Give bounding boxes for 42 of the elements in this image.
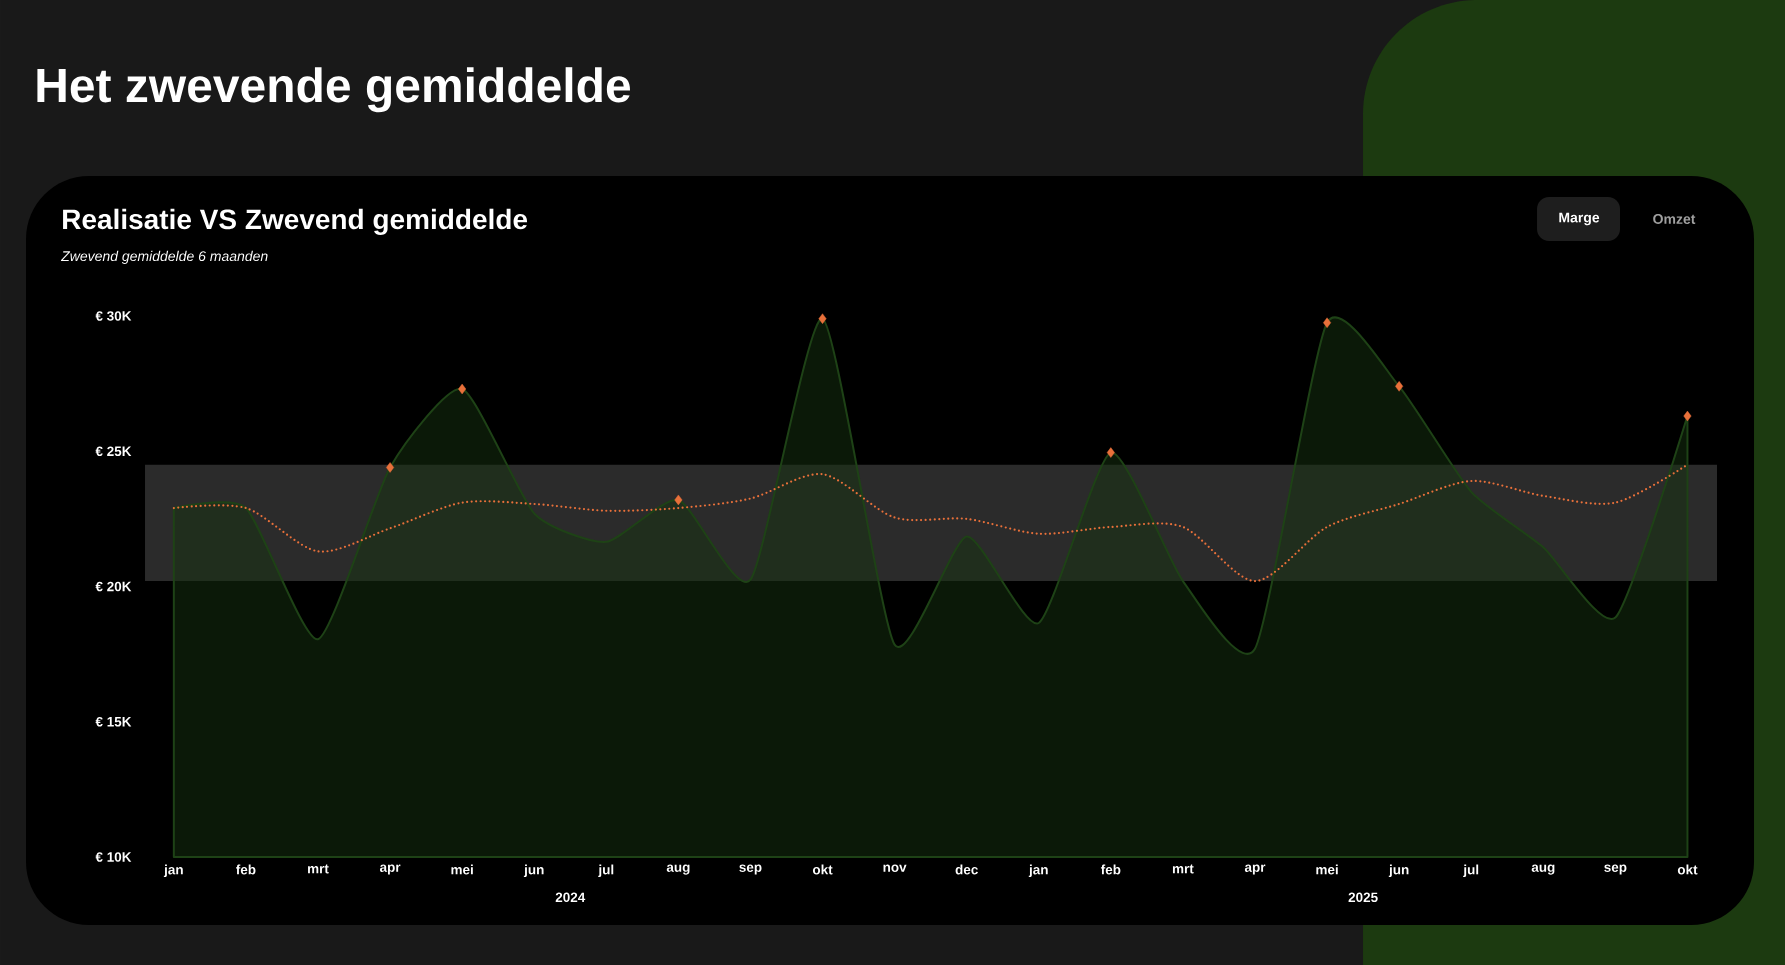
x-tick-label: aug [1531,864,1555,875]
point [1683,410,1692,422]
x-tick-label: okt [812,864,833,875]
x-tick-label: sep [1604,864,1627,875]
chart-title: Realisatie VS Zwevend gemiddelde [63,208,528,235]
y-tick-label: € 10K [95,852,132,862]
x-tick-label: mrt [1172,864,1194,874]
x-tick-label: apr [379,864,401,875]
y-tick-label: € 25K [95,446,132,457]
x-tick-label: mrt [308,864,329,874]
x-tick-label: apr [1244,864,1266,875]
x-tick-label: feb [1100,864,1121,875]
point [818,313,827,324]
x-tick-label: jul [1463,864,1479,878]
point [458,383,467,395]
y-tick-label: € 30K [95,311,132,321]
text: Het zwevende gemiddelde [37,67,631,113]
x-tick-label: aug [666,864,690,875]
point [1323,317,1332,328]
x-tick-label: mei [1316,864,1338,875]
text: Marge [1559,212,1600,226]
x-tick-label: jul [598,864,614,878]
chart-subtitle: Zwevend gemiddelde 6 maanden [60,250,268,264]
x-tick-label: okt [1677,864,1698,875]
x-tick-label: sep [739,864,762,875]
x-tick-label: dec [955,864,978,875]
y-tick-label: € 15K [95,716,132,727]
x-tick-label: jun [1388,864,1409,878]
x-tick-label: jan [1028,864,1048,878]
text: 2024 [555,892,586,903]
y-tick-label: € 20K [95,581,132,592]
x-tick-label: mei [451,864,473,875]
point [386,462,395,473]
point [674,494,683,506]
text: Omzet [1653,214,1696,224]
x-tick-label: feb [236,864,256,875]
point [1395,381,1404,392]
x-tick-label: jun [523,864,544,878]
text: 2025 [1348,892,1378,903]
point [1106,447,1115,458]
x-tick-label: jan [163,864,183,878]
x-tick-label: nov [883,864,907,872]
